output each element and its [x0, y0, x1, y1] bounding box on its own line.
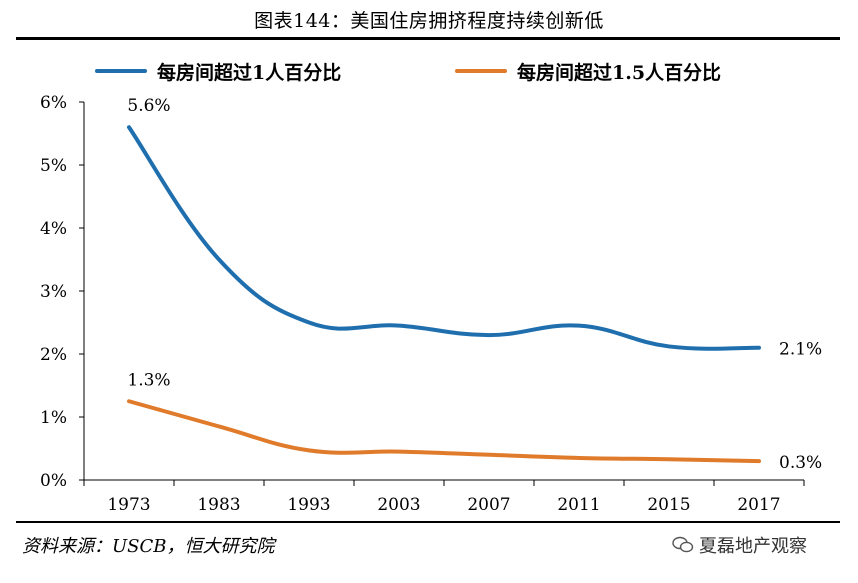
data-label-2-0: 1.3%: [127, 370, 170, 390]
data-label-2-7: 0.3%: [779, 453, 822, 473]
bottom-rule: [16, 521, 840, 523]
top-rule: [16, 37, 840, 40]
y-tick-label: 6%: [40, 93, 67, 113]
x-tick-label: 1973: [107, 495, 150, 515]
chart-title: 图表144：美国住房拥挤程度持续创新低: [254, 10, 604, 32]
y-tick-label: 1%: [40, 408, 67, 428]
series-line-2: [127, 399, 761, 464]
legend-label-series-2: 每房间超过1.5人百分比: [517, 61, 722, 84]
watermark-text: 夏磊地产观察: [699, 536, 807, 557]
y-tick-label: 2%: [40, 345, 67, 365]
x-tick-label: 2011: [557, 495, 600, 515]
legend-swatch-series-1: [95, 69, 147, 73]
x-tick-label: 1983: [197, 495, 240, 515]
x-tick-label: 2007: [467, 495, 510, 515]
series-line-1: [127, 125, 761, 351]
y-tick-label: 3%: [40, 282, 67, 302]
x-tick-label: 2003: [377, 495, 420, 515]
legend-item-series-1: 每房间超过1人百分比: [95, 58, 341, 84]
x-tick-label: 1993: [287, 495, 330, 515]
wechat-icon: [672, 536, 694, 553]
y-tick-label: 5%: [40, 156, 67, 176]
x-tick-label: 2015: [647, 495, 690, 515]
legend-swatch-series-2: [455, 69, 507, 73]
legend-label-series-1: 每房间超过1人百分比: [157, 61, 342, 84]
x-tick-label: 2017: [737, 495, 780, 515]
data-label-1-0: 5.6%: [127, 96, 170, 116]
source-note: 资料来源：USCB，恒大研究院: [22, 536, 275, 557]
y-tick-label: 4%: [40, 219, 67, 239]
watermark: 夏磊地产观察: [672, 532, 807, 558]
data-label-1-7: 2.1%: [779, 340, 822, 360]
y-tick-label: 0%: [40, 471, 67, 491]
legend-item-series-2: 每房间超过1.5人百分比: [455, 58, 721, 84]
